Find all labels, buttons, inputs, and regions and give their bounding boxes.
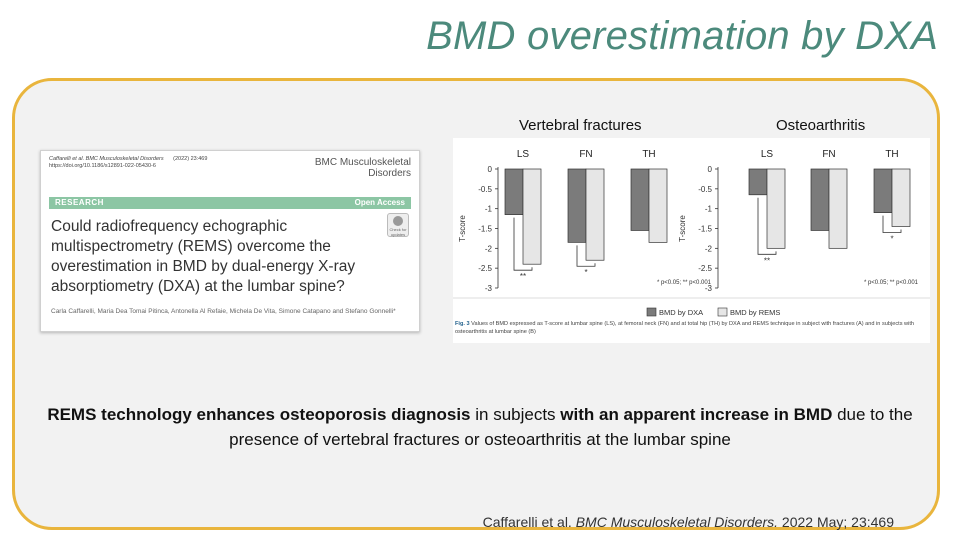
y-tick-label-1-0: 0 bbox=[708, 165, 713, 174]
bar-1-2-rems bbox=[891, 168, 911, 227]
significance-mark-0-1: * bbox=[584, 268, 587, 277]
category-label-1-0: LS bbox=[761, 149, 774, 160]
paper-authors: Carla Caffarelli, Maria Dea Tomai Pitinc… bbox=[51, 308, 396, 315]
significance-bracket-1-0 bbox=[757, 197, 777, 255]
slide-citation: Caffarelli et al. BMC Musculoskeletal Di… bbox=[483, 514, 894, 530]
bar-1-2-dxa bbox=[873, 168, 893, 213]
significance-bracket-0-0 bbox=[513, 217, 533, 271]
figure-caption-text: Values of BMD expressed as T-score at lu… bbox=[455, 321, 914, 335]
paper-section-label: RESEARCH bbox=[55, 198, 104, 207]
summary-text-2: due to the presence of vertebral fractur… bbox=[229, 405, 913, 449]
bar-1-1-dxa bbox=[810, 168, 830, 231]
citation-authors: Caffarelli et al. bbox=[482, 514, 576, 530]
figure-caption-label: Fig. 3 bbox=[455, 321, 472, 327]
paper-section-bar: RESEARCH Open Access bbox=[49, 197, 411, 209]
legend-label-rems: BMD by REMS bbox=[730, 308, 780, 317]
y-tick-label-1-4: -2 bbox=[705, 244, 713, 253]
chart-title-osteoarthritis: Osteoarthritis bbox=[776, 117, 866, 134]
bar-0-0-dxa bbox=[504, 168, 524, 215]
legend-swatch-dxa bbox=[646, 307, 657, 317]
y-axis-label-1: T-score bbox=[678, 215, 687, 242]
paper-header: Caffarelli et al. BMC Musculoskeletal Di… bbox=[40, 150, 420, 332]
category-label-0-2: TH bbox=[642, 149, 655, 160]
bar-0-2-rems bbox=[648, 168, 668, 243]
paper-citation-volume: (2022) 23:469 bbox=[173, 156, 208, 162]
category-label-0-0: LS bbox=[517, 149, 530, 160]
significance-mark-0-0: ** bbox=[520, 272, 526, 281]
y-tick-label-1-1: -0.5 bbox=[698, 185, 712, 194]
significance-mark-1-2: * bbox=[890, 235, 893, 244]
y-tick-label-0-6: -3 bbox=[485, 284, 493, 293]
slide-title: BMD overestimation by DXA bbox=[426, 14, 938, 58]
check-updates-icon bbox=[393, 216, 403, 226]
summary-text-1: in subjects bbox=[470, 405, 561, 424]
bar-1-0-rems bbox=[766, 168, 786, 249]
category-label-0-1: FN bbox=[579, 149, 592, 160]
y-axis-label-0: T-score bbox=[458, 215, 467, 242]
footnote-0: * p<0.05; ** p<0.001 bbox=[657, 280, 712, 286]
bar-0-0-rems bbox=[522, 168, 542, 265]
y-tick-label-1-3: -1.5 bbox=[698, 225, 712, 234]
legend-swatch-rems bbox=[717, 307, 728, 317]
y-tick-label-0-4: -2 bbox=[485, 244, 493, 253]
y-tick-label-1-5: -2.5 bbox=[698, 264, 712, 273]
y-tick-label-1-2: -1 bbox=[705, 205, 713, 214]
bar-1-0-dxa bbox=[748, 168, 768, 196]
summary-statement: REMS technology enhances osteoporosis di… bbox=[40, 402, 920, 452]
footnote-1: * p<0.05; ** p<0.001 bbox=[864, 280, 919, 286]
significance-bracket-1-2 bbox=[882, 215, 902, 233]
check-updates-label: Check for updates bbox=[389, 227, 407, 237]
paper-title: Could radiofrequency echographic multisp… bbox=[51, 218, 356, 295]
significance-bracket-0-1 bbox=[576, 245, 596, 267]
citation-journal: BMC Musculoskeletal Disorders. bbox=[575, 514, 779, 530]
y-tick-label-0-3: -1.5 bbox=[478, 225, 492, 234]
paper-citation-journal: Caffarelli et al. BMC Musculoskeletal Di… bbox=[49, 156, 164, 162]
y-tick-label-0-2: -1 bbox=[485, 205, 493, 214]
y-tick-label-0-1: -0.5 bbox=[478, 185, 492, 194]
figure-svg: 0 -0.5 -1 -1.5 -2 -2.5 -3 T-score LS ** FN * TH * p<0… bbox=[453, 149, 930, 335]
paper-citation: Caffarelli et al. BMC Musculoskeletal Di… bbox=[49, 156, 207, 170]
paper-journal-name: BMC Musculoskeletal Disorders bbox=[314, 157, 411, 179]
y-tick-label-0-5: -2.5 bbox=[478, 264, 492, 273]
figure-caption: Fig. 3 Values of BMD expressed as T-scor… bbox=[455, 321, 914, 335]
paper-open-access: Open Access bbox=[354, 198, 405, 207]
figure-3: 0 -0.5 -1 -1.5 -2 -2.5 -3 T-score LS ** FN * TH * p<0… bbox=[453, 138, 930, 343]
citation-rest: 2022 May; 23:469 bbox=[778, 514, 894, 530]
legend-label-dxa: BMD by DXA bbox=[659, 308, 703, 317]
bar-0-2-dxa bbox=[630, 168, 650, 231]
category-label-1-1: FN bbox=[822, 149, 835, 160]
y-tick-label-1-6: -3 bbox=[705, 284, 713, 293]
summary-bold-1: REMS technology enhances osteoporosis di… bbox=[47, 405, 471, 424]
category-label-1-2: TH bbox=[885, 149, 898, 160]
paper-doi: https://doi.org/10.1186/s12891-022-05430… bbox=[49, 163, 156, 169]
bar-1-1-rems bbox=[828, 168, 848, 249]
significance-mark-1-0: ** bbox=[764, 256, 770, 265]
bar-0-1-rems bbox=[585, 168, 605, 261]
chart-title-vertebral: Vertebral fractures bbox=[519, 117, 642, 134]
check-updates-badge: Check for updates bbox=[387, 213, 409, 237]
summary-bold-2: with an apparent increase in BMD bbox=[560, 405, 833, 424]
bar-0-1-dxa bbox=[567, 168, 587, 243]
y-tick-label-0-0: 0 bbox=[488, 165, 493, 174]
